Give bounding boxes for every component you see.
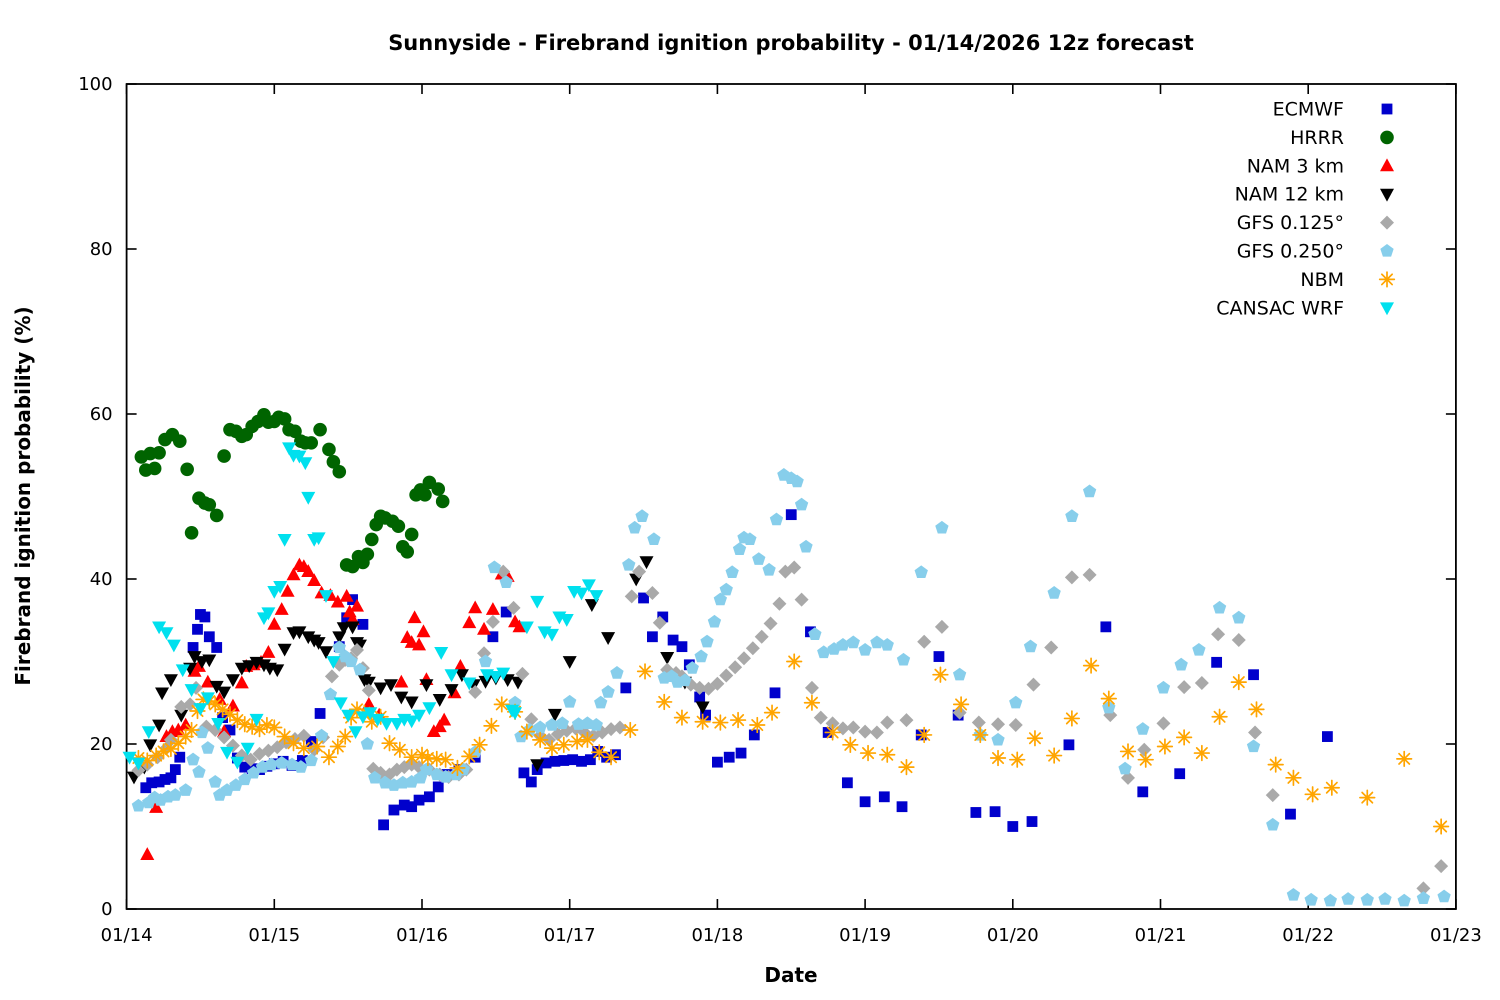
x-tick-label: 01/14 bbox=[101, 925, 153, 946]
legend-item-label: HRRR bbox=[1290, 127, 1344, 149]
legend-marker-asterisk-icon bbox=[1378, 271, 1396, 288]
y-tick-label: 40 bbox=[90, 569, 113, 590]
axes-frame: 01/14 01/15 01/16 01/17 01/18 01/19 01/20 01/21… bbox=[78, 74, 1482, 946]
legend-item-label: GFS 0.250° bbox=[1237, 241, 1344, 263]
x-tick-label: 01/23 bbox=[1430, 925, 1482, 946]
x-tick-label: 01/19 bbox=[839, 925, 891, 946]
legend-item-nbm: NBM bbox=[1300, 269, 1396, 291]
data-points-layer bbox=[122, 408, 1451, 907]
x-tick-label: 01/18 bbox=[691, 925, 743, 946]
x-tick-label: 01/20 bbox=[987, 925, 1039, 946]
y-tick-label: 100 bbox=[78, 74, 112, 95]
legend-item-gfs-0-250-: GFS 0.250° bbox=[1237, 241, 1394, 263]
legend-marker-triangle-down-icon bbox=[1380, 302, 1394, 316]
x-tick-label: 01/17 bbox=[544, 925, 596, 946]
x-tick-label: 01/16 bbox=[396, 925, 448, 946]
legend-item-gfs-0-125-: GFS 0.125° bbox=[1237, 212, 1394, 234]
legend-item-label: NBM bbox=[1300, 269, 1344, 291]
x-axis-label: Date bbox=[764, 963, 817, 987]
y-axis-label: Firebrand ignition probability (%) bbox=[11, 306, 35, 685]
y-tick-label: 80 bbox=[90, 239, 113, 260]
legend-item-label: GFS 0.125° bbox=[1237, 212, 1344, 234]
series-gfs-0-125- bbox=[131, 560, 1449, 896]
legend-marker-diamond-icon bbox=[1380, 215, 1394, 230]
series-ecmwf bbox=[140, 509, 1333, 832]
x-tick-label: 01/15 bbox=[248, 925, 300, 946]
legend-item-label: NAM 3 km bbox=[1247, 155, 1344, 177]
legend-marker-circle-icon bbox=[1380, 130, 1394, 145]
legend-item-label: CANSAC WRF bbox=[1216, 297, 1344, 319]
chart-title: Sunnyside - Firebrand ignition probabili… bbox=[388, 31, 1194, 55]
y-tick-label: 60 bbox=[90, 404, 113, 425]
series-hrrr bbox=[134, 408, 450, 574]
legend-item-ecmwf: ECMWF bbox=[1273, 99, 1393, 121]
legend-marker-square-icon bbox=[1381, 103, 1393, 115]
legend-item-nam-12-km: NAM 12 km bbox=[1235, 184, 1394, 206]
series-nam-12-km bbox=[126, 556, 710, 785]
legend-item-cansac-wrf: CANSAC WRF bbox=[1216, 297, 1394, 319]
x-tick-label: 01/22 bbox=[1282, 925, 1334, 946]
legend: ECMWF HRRR NAM 3 km NAM 12 km GFS 0.125° GFS … bbox=[1216, 99, 1396, 319]
legend-marker-triangle-up-icon bbox=[1380, 158, 1394, 172]
legend-marker-triangle-down-icon bbox=[1380, 188, 1394, 202]
legend-item-nam-3-km: NAM 3 km bbox=[1247, 155, 1394, 177]
legend-item-label: NAM 12 km bbox=[1235, 184, 1344, 206]
legend-item-hrrr: HRRR bbox=[1290, 127, 1394, 149]
x-tick-label: 01/21 bbox=[1135, 925, 1187, 946]
y-tick-label: 0 bbox=[101, 899, 112, 920]
legend-marker-pentagon-icon bbox=[1380, 244, 1394, 257]
series-cansac-wrf bbox=[122, 442, 604, 771]
series-gfs-0-250- bbox=[131, 468, 1451, 907]
y-tick-label: 20 bbox=[90, 734, 113, 755]
series-nbm bbox=[130, 653, 1450, 835]
legend-item-label: ECMWF bbox=[1273, 99, 1344, 121]
